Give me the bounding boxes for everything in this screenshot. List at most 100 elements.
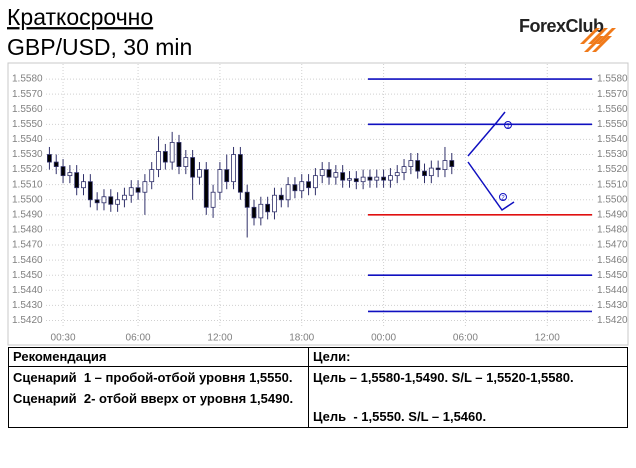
candle-body: [210, 191, 216, 208]
recommendation-table: Рекомендация Цели: Сценарий 1 – пробой-от…: [8, 347, 628, 428]
y-tick-label: 1.5550: [12, 119, 43, 130]
y-tick-label: 1.5490: [12, 209, 43, 220]
candle-body: [347, 178, 352, 181]
table-cell: Сценарий 2- отбой вверх от уровня 1,5490…: [8, 388, 309, 428]
y-tick-label: 1.5430: [597, 300, 628, 311]
y-tick-label: 1.5570: [597, 89, 628, 100]
y-tick-label: 1.5440: [12, 285, 43, 296]
candle-body: [401, 166, 407, 174]
candle-body: [306, 181, 311, 189]
candle-body: [312, 175, 318, 189]
y-tick-label: 1.5430: [12, 300, 43, 311]
candle-body: [115, 199, 121, 205]
y-tick-label: 1.5470: [597, 240, 628, 251]
candle-body: [81, 181, 86, 189]
candle-body: [162, 151, 168, 163]
candle-body: [231, 154, 236, 183]
y-tick-label: 1.5460: [12, 255, 43, 266]
x-tick-label: 00:00: [371, 333, 396, 344]
y-tick-label: 1.5570: [12, 89, 43, 100]
candle-body: [388, 175, 393, 181]
y-tick-label: 1.5480: [597, 225, 628, 236]
candle-body: [60, 166, 66, 177]
candle-body: [428, 167, 434, 177]
chart: Краткосрочно GBP/USD, 30 min ForexClub 1…: [7, 4, 629, 346]
y-tick-label: 1.5500: [12, 194, 43, 205]
candle-body: [74, 172, 80, 189]
y-tick-label: 1.5540: [597, 134, 628, 145]
candle-body: [442, 160, 448, 170]
y-tick-label: 1.5420: [597, 315, 628, 326]
y-tick-label: 1.5520: [12, 164, 43, 175]
table-cell: Цель - 1,5550. S/L – 1,5460.: [308, 388, 628, 428]
candle-body: [381, 176, 386, 181]
y-tick-label: 1.5540: [12, 134, 43, 145]
scenario-arrows: [467, 111, 515, 212]
plot: 1.5420 1.5420 1.5430 1.5430 1.5440 1.5440 1.54…: [12, 64, 628, 344]
candle-body: [319, 169, 325, 177]
y-tick-label: 1.5510: [12, 179, 43, 190]
y-tick-label: 1.5520: [597, 164, 628, 175]
y-tick-label: 1.5480: [12, 225, 43, 236]
logo-stripes: [580, 28, 616, 52]
table-header: Цели:: [308, 347, 628, 367]
candle-body: [415, 160, 421, 172]
candle-body: [197, 169, 202, 178]
candle-body: [169, 142, 175, 163]
candle-body: [265, 203, 271, 213]
candle-body: [183, 157, 189, 167]
y-tick-label: 1.5460: [597, 255, 628, 266]
x-tick-label: 18:00: [289, 333, 314, 344]
y-tick-label: 1.5560: [12, 104, 43, 115]
candle-body: [340, 172, 346, 181]
candle-body: [94, 199, 100, 204]
x-tick-label: 06:00: [453, 333, 478, 344]
candle-body: [272, 194, 277, 213]
y-tick-label: 1.5530: [12, 149, 43, 160]
candle-body: [142, 181, 148, 193]
candle-body: [353, 178, 359, 183]
candle-body: [67, 172, 73, 177]
y-tick-label: 1.5420: [12, 315, 43, 326]
candle-body: [435, 167, 441, 171]
candle-body: [108, 196, 114, 205]
candle-body: [156, 151, 161, 171]
candle-body: [299, 181, 305, 192]
candle-body: [258, 203, 264, 219]
x-tick-label: 12:00: [535, 333, 560, 344]
annotation: 1: [506, 124, 510, 130]
candle-body: [176, 142, 182, 167]
candle-body: [128, 187, 134, 196]
candle-body: [408, 160, 414, 167]
y-tick-label: 1.5470: [12, 240, 43, 251]
candle-body: [217, 169, 223, 193]
y-tick-label: 1.5580: [12, 74, 43, 85]
candle-body: [285, 184, 291, 201]
title: Краткосрочно: [7, 4, 153, 30]
y-tick-label: 1.5500: [597, 194, 628, 205]
candle-body: [122, 194, 127, 201]
candle-body: [367, 176, 373, 181]
candle-body: [326, 169, 332, 178]
candle-body: [374, 176, 380, 181]
y-tick-label: 1.5440: [597, 285, 628, 296]
candle-body: [422, 170, 427, 177]
table-cell: Цель – 1,5580-1,5490. S/L – 1,5520-1,558…: [308, 366, 628, 388]
candle-body: [190, 157, 196, 178]
y-tick-label: 1.5450: [597, 270, 628, 281]
x-tick-label: 06:00: [126, 333, 151, 344]
candle-body: [394, 172, 400, 177]
candle-body: [47, 154, 52, 163]
candle-body: [237, 154, 243, 193]
y-tick-label: 1.5510: [597, 179, 628, 190]
candle-body: [360, 176, 366, 183]
candle-body: [278, 194, 284, 201]
table-header: Рекомендация: [8, 347, 309, 367]
candle-body: [333, 172, 339, 178]
chart-frame: [7, 62, 629, 346]
candle-body: [203, 169, 209, 208]
y-tick-label: 1.5490: [597, 209, 628, 220]
candle-body: [449, 160, 455, 167]
candle-body: [101, 196, 107, 204]
